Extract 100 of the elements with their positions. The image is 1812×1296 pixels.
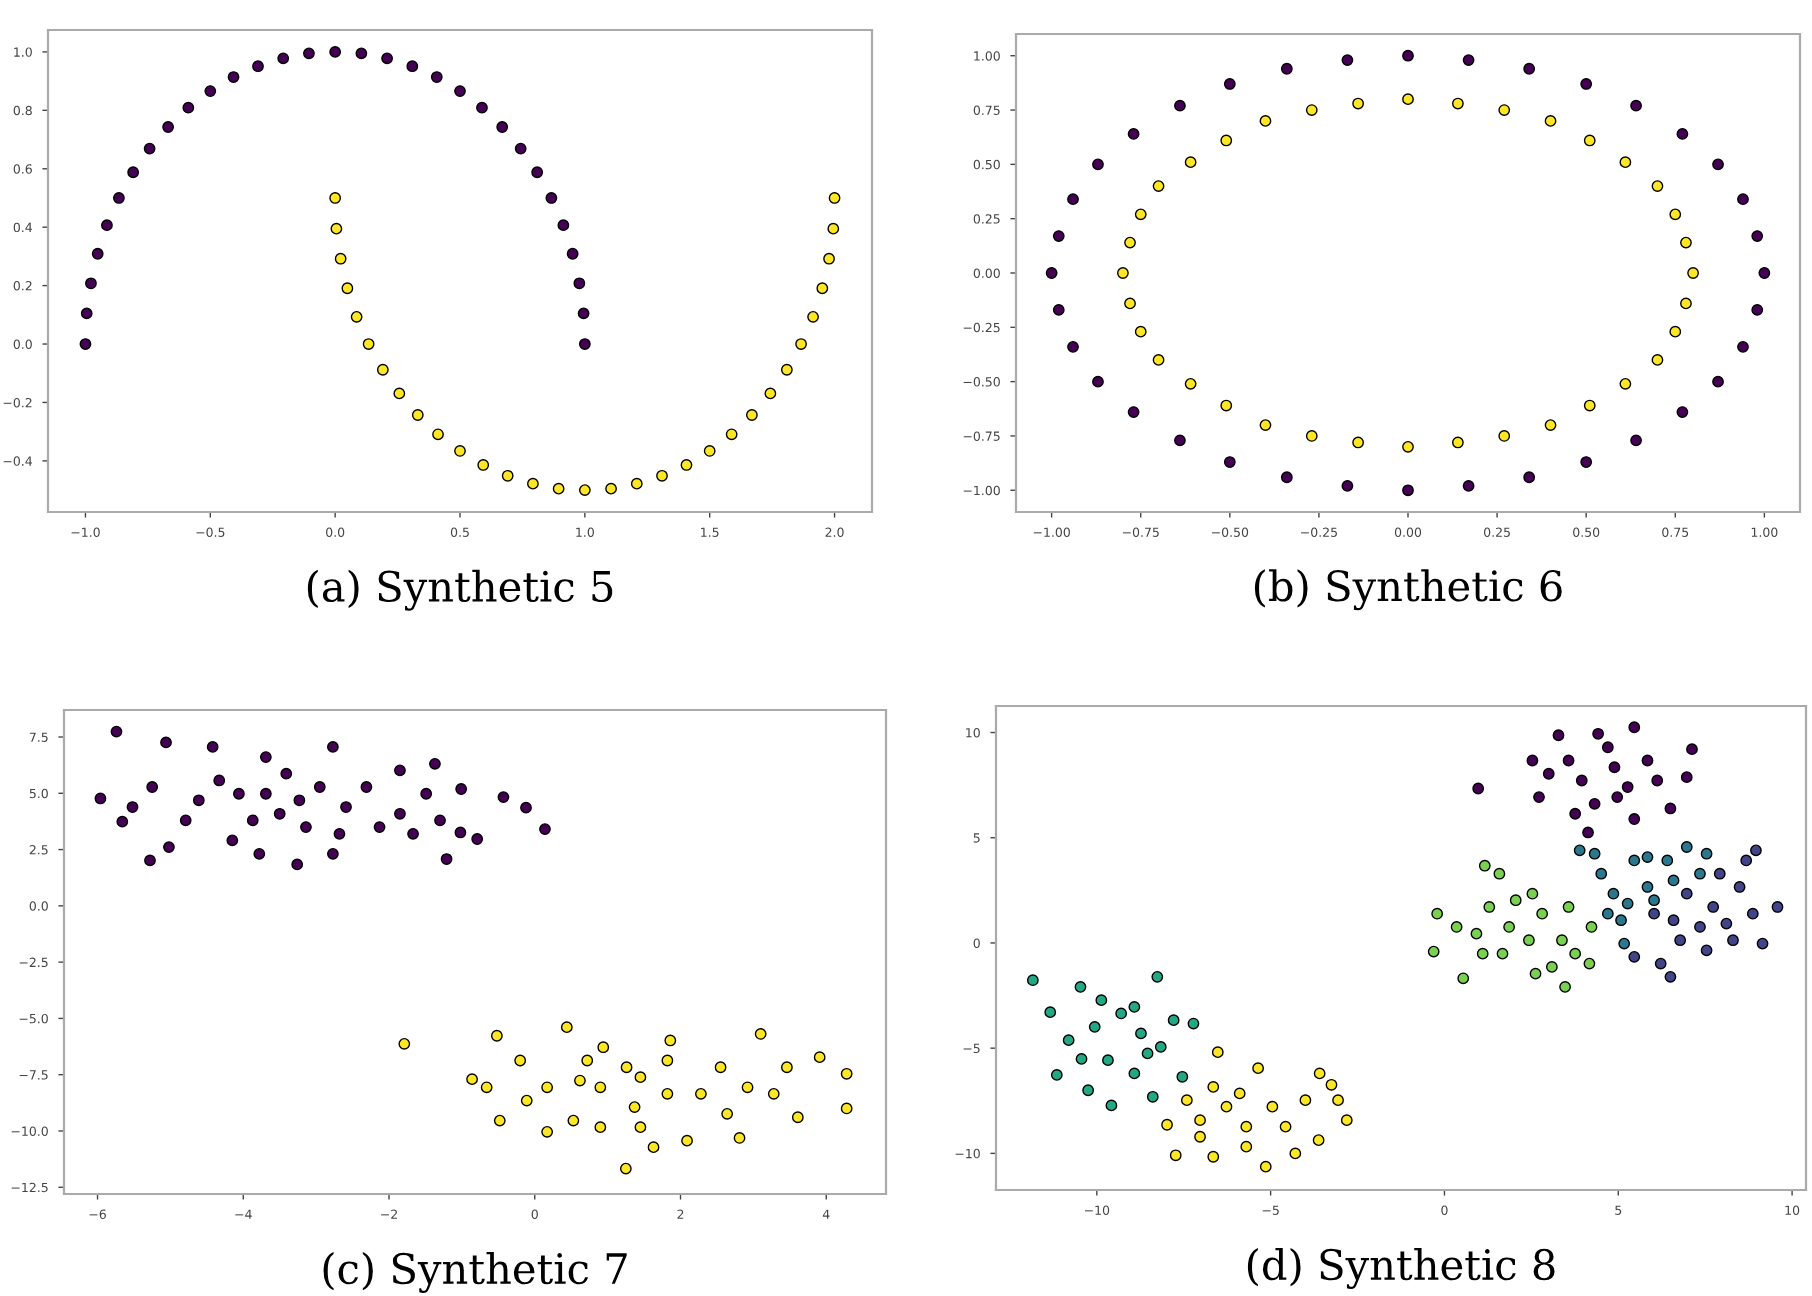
point: [327, 847, 339, 860]
point: [394, 807, 406, 820]
point: [1259, 115, 1272, 127]
point: [480, 1081, 493, 1094]
point: [1641, 881, 1654, 893]
point: [1628, 854, 1641, 867]
point: [1680, 887, 1693, 900]
point: [681, 1134, 693, 1147]
point: [1756, 937, 1769, 950]
point: [252, 60, 264, 73]
point: [1169, 1149, 1182, 1162]
point: [725, 428, 738, 441]
point: [1592, 727, 1605, 740]
point: [741, 1081, 754, 1094]
point: [1751, 230, 1764, 242]
point: [780, 363, 793, 376]
point: [1134, 208, 1147, 221]
point: [1509, 894, 1522, 907]
point: [1746, 907, 1759, 920]
point: [1582, 826, 1594, 839]
point: [407, 827, 419, 840]
point: [1619, 156, 1632, 169]
point: [1569, 947, 1582, 960]
point: [477, 459, 490, 471]
point: [1562, 901, 1575, 913]
point: [1154, 1041, 1167, 1053]
point: [514, 1054, 527, 1067]
point: [1628, 813, 1641, 825]
point: [1092, 158, 1104, 171]
point: [1044, 1006, 1057, 1019]
point: [1279, 1120, 1292, 1133]
point: [1052, 304, 1065, 316]
point: [764, 387, 777, 400]
point: [476, 101, 488, 114]
point: [1483, 901, 1496, 913]
point: [527, 477, 539, 490]
point: [1694, 867, 1706, 880]
point: [541, 1125, 554, 1138]
point: [1542, 767, 1555, 780]
point: [1141, 1047, 1154, 1060]
point: [160, 736, 172, 749]
point: [1651, 180, 1664, 192]
point: [1115, 1007, 1128, 1020]
point: [1713, 867, 1726, 880]
point: [1352, 97, 1365, 110]
point: [1641, 754, 1654, 767]
point: [1194, 1114, 1206, 1127]
point: [1167, 1014, 1180, 1027]
point: [634, 1071, 647, 1084]
point: [1667, 914, 1680, 927]
point: [1496, 947, 1509, 960]
point: [430, 71, 443, 83]
point: [1771, 901, 1784, 913]
point: [1680, 236, 1692, 249]
point: [85, 277, 97, 290]
point: [1661, 854, 1674, 867]
point: [101, 219, 113, 232]
point: [246, 814, 259, 827]
point: [1583, 399, 1596, 412]
point: [578, 338, 591, 350]
point: [514, 142, 527, 155]
point: [661, 1054, 674, 1067]
point: [1124, 236, 1136, 249]
point: [827, 222, 840, 235]
point: [1707, 901, 1720, 913]
point: [1207, 1080, 1220, 1093]
point: [1680, 771, 1693, 784]
point: [539, 823, 551, 835]
point: [1750, 844, 1762, 857]
point: [1607, 887, 1620, 900]
point: [490, 1029, 503, 1042]
point: [1092, 375, 1104, 388]
point: [1575, 774, 1588, 787]
point: [471, 833, 484, 845]
point: [1733, 881, 1746, 893]
point: [573, 277, 586, 290]
point: [1305, 104, 1318, 116]
point: [1462, 54, 1475, 66]
point: [746, 409, 758, 421]
point: [1526, 887, 1539, 900]
point: [280, 767, 293, 780]
point: [1050, 1068, 1063, 1081]
point: [1074, 981, 1087, 993]
point: [91, 247, 104, 260]
point: [394, 764, 406, 777]
point: [259, 751, 272, 763]
point: [656, 469, 668, 482]
point: [113, 192, 125, 204]
point: [1128, 1001, 1141, 1013]
point: [1223, 78, 1236, 90]
point: [1259, 419, 1272, 431]
point: [1533, 791, 1545, 804]
point: [823, 252, 835, 265]
point: [647, 1141, 660, 1154]
point: [813, 1051, 826, 1064]
point: [1151, 970, 1164, 983]
point: [1583, 957, 1596, 970]
point: [440, 853, 453, 865]
point: [619, 1162, 632, 1175]
point: [1180, 1094, 1193, 1107]
